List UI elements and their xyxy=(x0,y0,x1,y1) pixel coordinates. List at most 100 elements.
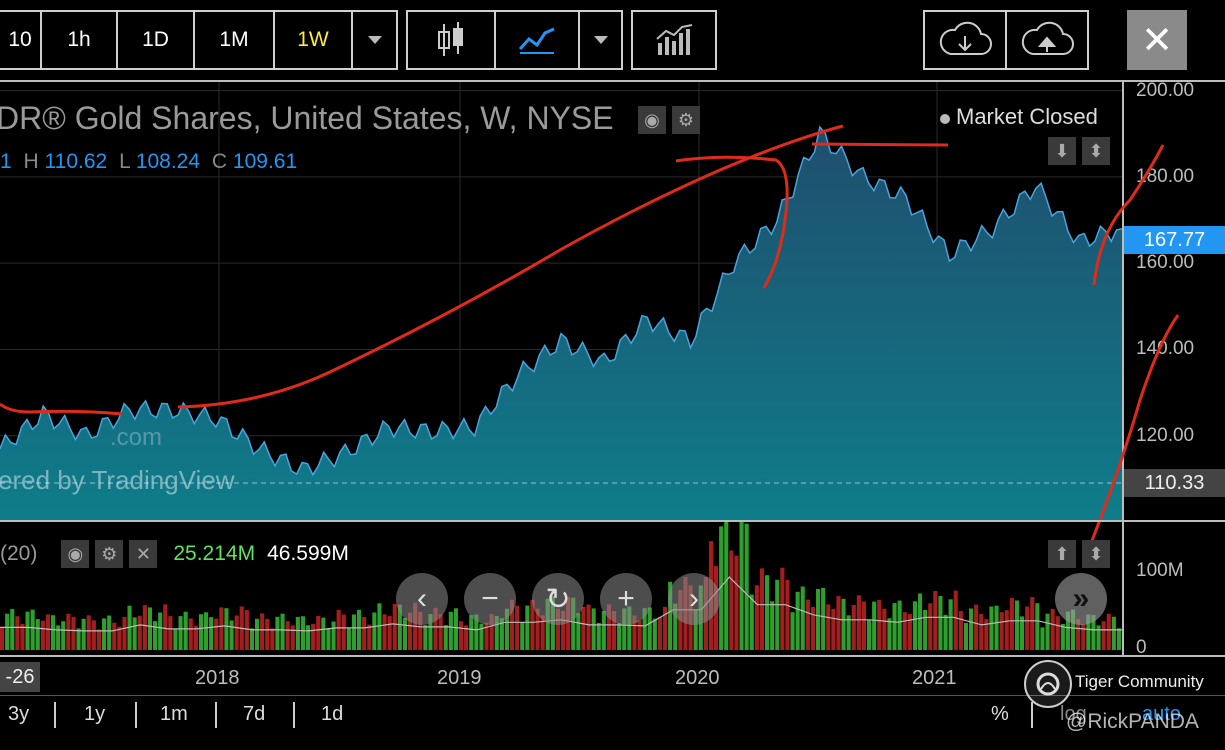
volume-bar xyxy=(535,608,540,650)
style-dropdown-button[interactable] xyxy=(578,10,623,70)
volume-bar xyxy=(872,601,877,650)
volume-bar xyxy=(112,622,117,650)
auto-toggle[interactable]: auto xyxy=(1142,703,1181,725)
crosshair-price-tag: 110.33 xyxy=(1124,469,1225,497)
price-panel[interactable] xyxy=(0,80,1225,522)
interval-1d-button[interactable]: 1D xyxy=(116,10,195,70)
volume-bar xyxy=(561,610,566,650)
gear-icon[interactable]: ⚙ xyxy=(672,106,700,134)
volume-bar xyxy=(749,594,754,650)
market-status: Market Closed xyxy=(940,104,1098,130)
volume-axis-0: 0 xyxy=(1136,637,1147,658)
volume-axis-100m: 100M xyxy=(1136,560,1184,581)
eye-icon[interactable]: ◉ xyxy=(638,106,666,134)
interval-10-button[interactable]: 10 xyxy=(0,10,42,70)
volume-bar xyxy=(571,597,576,650)
range-1m-button[interactable]: 1m xyxy=(160,703,188,725)
volume-bar xyxy=(790,612,795,650)
gear-icon[interactable]: ⚙ xyxy=(95,540,124,568)
volume-bar xyxy=(994,605,999,650)
interval-1m-button[interactable]: 1M xyxy=(193,10,275,70)
arrow-up-icon[interactable]: ⬆ xyxy=(1048,540,1076,568)
volume-bar xyxy=(249,628,254,650)
volume-bar xyxy=(663,606,668,650)
volume-bar xyxy=(61,621,66,650)
interval-dropdown-button[interactable] xyxy=(351,10,398,70)
volume-bar xyxy=(1081,624,1086,650)
interval-1w-button[interactable]: 1W xyxy=(273,10,353,70)
volume-bar xyxy=(306,625,311,650)
chevron-left-icon: ‹ xyxy=(417,582,427,615)
volume-bar xyxy=(622,608,627,650)
volume-bar xyxy=(453,608,458,650)
volume-bar xyxy=(117,626,122,650)
interval-1h-button[interactable]: 1h xyxy=(40,10,118,70)
volume-bar xyxy=(1065,611,1070,650)
volume-bar xyxy=(739,522,744,650)
range-7d-button[interactable]: 7d xyxy=(243,703,266,725)
volume-bar xyxy=(423,625,428,650)
volume-bar xyxy=(270,628,275,650)
volume-bar xyxy=(724,522,729,650)
volume-bar xyxy=(459,621,464,650)
arrows-vertical-icon[interactable]: ⬍ xyxy=(1082,540,1110,568)
volume-bar xyxy=(861,601,866,650)
range-separator xyxy=(1031,702,1033,728)
cloud-upload-icon xyxy=(1021,21,1074,55)
zoom-in-button[interactable]: + xyxy=(600,573,652,625)
time-axis-current: -26 xyxy=(0,662,40,692)
close-icon[interactable]: ✕ xyxy=(129,540,158,568)
price-area xyxy=(0,127,1122,522)
volume-bar xyxy=(1076,619,1081,650)
volume-bar xyxy=(107,615,112,650)
scroll-left-button[interactable]: ‹ xyxy=(396,573,448,625)
volume-bar xyxy=(1086,614,1091,650)
range-3y-button[interactable]: 3y xyxy=(8,703,30,725)
volume-panel[interactable] xyxy=(0,520,1225,658)
volume-bar xyxy=(765,575,770,650)
close-button[interactable]: ✕ xyxy=(1127,10,1187,70)
volume-bar xyxy=(1071,609,1076,650)
volume-bar xyxy=(520,622,525,650)
volume-bar xyxy=(759,568,764,650)
range-1y-button[interactable]: 1y xyxy=(84,703,106,725)
tiger-icon xyxy=(1036,672,1060,696)
volume-bar xyxy=(612,611,617,650)
reset-button[interactable]: ↻ xyxy=(532,573,584,625)
volume-bar xyxy=(357,609,362,650)
volume-bar xyxy=(499,618,504,650)
jump-to-latest-button[interactable]: » xyxy=(1055,573,1107,625)
line-style-button[interactable] xyxy=(494,10,580,70)
volume-bar xyxy=(183,611,188,650)
volume-bar xyxy=(30,609,35,650)
upload-button[interactable] xyxy=(1005,10,1089,70)
eye-icon[interactable]: ◉ xyxy=(61,540,90,568)
volume-bar xyxy=(617,623,622,650)
volume-bar xyxy=(255,618,260,650)
minus-icon: − xyxy=(481,582,499,615)
chevron-right-icon: › xyxy=(689,582,699,615)
volume-bar xyxy=(137,615,142,650)
log-toggle[interactable]: log xyxy=(1060,703,1087,725)
volume-bar xyxy=(504,608,509,650)
candles-style-button[interactable] xyxy=(406,10,496,70)
price-axis-label: 140.00 xyxy=(1136,338,1195,360)
range-bar-divider xyxy=(0,695,1225,696)
price-axis-label: 180.00 xyxy=(1136,165,1195,187)
volume-bar xyxy=(897,600,902,650)
volume-bar xyxy=(693,609,698,650)
scroll-right-button[interactable]: › xyxy=(668,573,720,625)
indicators-button[interactable] xyxy=(631,10,717,70)
price-chart[interactable] xyxy=(0,82,1122,522)
zoom-out-button[interactable]: − xyxy=(464,573,516,625)
volume-bar xyxy=(300,616,305,650)
volume-bar xyxy=(229,620,234,650)
arrows-vertical-icon[interactable]: ⬍ xyxy=(1082,137,1110,165)
arrow-down-icon[interactable]: ⬇ xyxy=(1048,137,1076,165)
volume-bar xyxy=(35,619,40,650)
volume-bar xyxy=(265,618,270,650)
download-button[interactable] xyxy=(923,10,1007,70)
volume-bar xyxy=(382,614,387,650)
range-1d-button[interactable]: 1d xyxy=(321,703,344,725)
percent-toggle[interactable]: % xyxy=(991,703,1009,725)
